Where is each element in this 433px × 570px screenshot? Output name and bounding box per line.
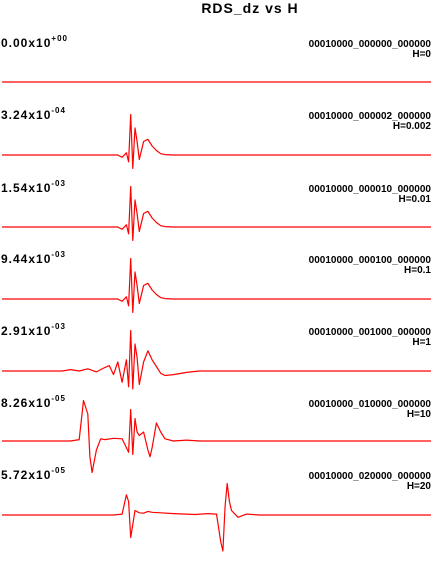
trace-line bbox=[2, 329, 431, 390]
run-id-label: 00010000_000100_000000 bbox=[309, 255, 432, 266]
amplitude-label: 5.72x10-05 bbox=[1, 466, 66, 482]
h-value-label: H=0.002 bbox=[393, 121, 432, 132]
trace-line bbox=[2, 257, 431, 314]
h-value-label: H=0.01 bbox=[398, 194, 431, 205]
run-id-label: 00010000_001000_000000 bbox=[309, 327, 432, 338]
run-id-label: 00010000_010000_000000 bbox=[309, 399, 432, 410]
trace-line bbox=[2, 113, 431, 170]
run-id-label: 00010000_000000_000000 bbox=[309, 39, 432, 50]
chart-title: RDS_dz vs H bbox=[201, 0, 298, 16]
run-id-label: 00010000_000010_000000 bbox=[309, 184, 432, 195]
h-value-label: H=0.1 bbox=[404, 265, 431, 276]
amplitude-label: 0.00x10+00 bbox=[1, 34, 68, 50]
h-value-label: H=10 bbox=[407, 409, 432, 420]
trace-line bbox=[2, 185, 431, 242]
h-value-label: H=0 bbox=[412, 49, 431, 60]
run-id-label: 00010000_000002_000000 bbox=[309, 111, 432, 122]
h-value-label: H=20 bbox=[407, 481, 432, 492]
amplitude-label: 2.91x10-03 bbox=[1, 322, 66, 338]
h-value-label: H=1 bbox=[412, 337, 431, 348]
trace-line bbox=[2, 399, 431, 474]
amplitude-label: 1.54x10-03 bbox=[1, 179, 66, 195]
trace-line bbox=[2, 482, 431, 552]
amplitude-label: 9.44x10-03 bbox=[1, 250, 66, 266]
run-id-label: 00010000_020000_000000 bbox=[309, 471, 432, 482]
amplitude-label: 8.26x10-05 bbox=[1, 394, 66, 410]
amplitude-label: 3.24x10-04 bbox=[1, 106, 66, 122]
